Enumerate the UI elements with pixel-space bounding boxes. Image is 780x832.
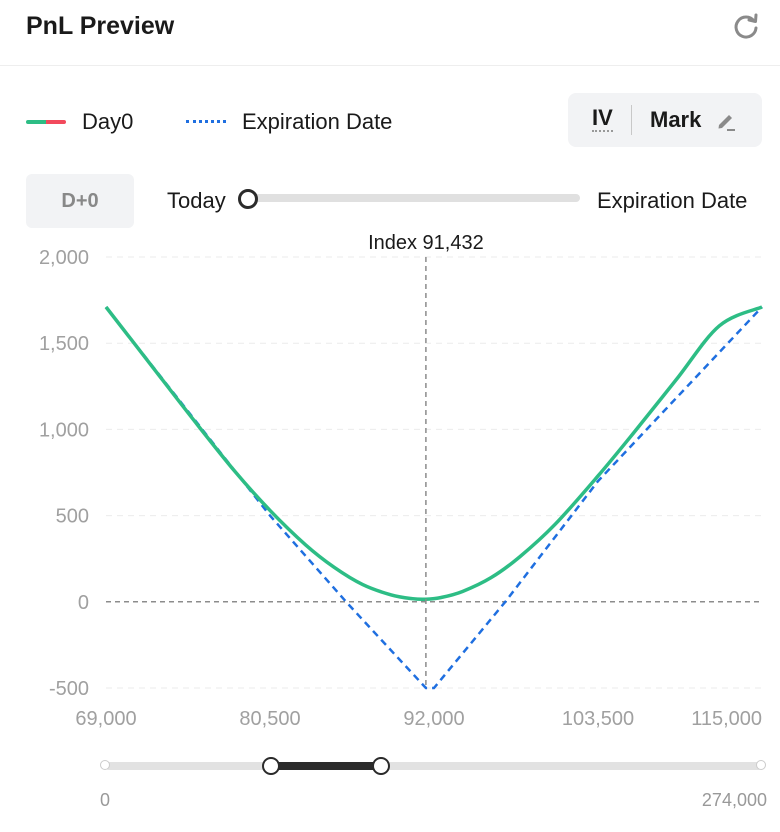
page-title: PnL Preview	[26, 12, 175, 40]
x-tick-label: 103,500	[562, 708, 634, 730]
y-tick-label: 2,000	[39, 247, 89, 269]
price-range-track[interactable]	[105, 762, 762, 770]
y-tick-label: 500	[56, 506, 89, 528]
iv-toggle[interactable]: IV	[592, 105, 613, 132]
legend-label-expiration: Expiration Date	[242, 109, 393, 134]
day-offset-button[interactable]: D+0	[26, 174, 134, 228]
day0-swatch	[26, 120, 66, 124]
series-day0-line	[104, 305, 763, 602]
y-tick-label: -500	[49, 678, 89, 700]
range-high-handle[interactable]	[372, 757, 390, 775]
header: PnL Preview	[0, 0, 780, 66]
range-max-label: 274,000	[701, 790, 767, 810]
time-slider-handle[interactable]	[238, 189, 258, 209]
pnl-chart: 2,000 1,500 1,000 500 0 -500 69,000 80,500 92,0…	[39, 232, 763, 730]
legend-item-expiration[interactable]: Expiration Date	[186, 106, 392, 138]
time-slider-end-label: Expiration Date	[597, 188, 748, 213]
mark-toggle[interactable]: Mark	[650, 107, 702, 132]
expiration-swatch	[186, 120, 226, 123]
range-start-dot	[100, 760, 110, 770]
price-mode-toggle: IV Mark	[568, 93, 762, 147]
index-label: Index 91,432	[368, 232, 484, 254]
x-tick-label: 80,500	[239, 708, 300, 730]
price-range-selection	[271, 762, 381, 770]
y-tick-label: 1,000	[39, 419, 89, 441]
x-tick-label: 92,000	[403, 708, 464, 730]
y-tick-label: 1,500	[39, 333, 89, 355]
legend-item-day0[interactable]: Day0	[26, 106, 133, 138]
x-tick-label: 69,000	[75, 708, 136, 730]
toggle-divider	[631, 105, 632, 135]
x-tick-label: 115,000	[691, 708, 762, 730]
refresh-icon[interactable]	[731, 12, 761, 42]
time-slider-start-label: Today	[167, 188, 226, 213]
pencil-icon[interactable]	[715, 110, 737, 132]
time-slider-track[interactable]	[240, 194, 580, 202]
range-low-handle[interactable]	[262, 757, 280, 775]
range-min-label: 0	[100, 790, 111, 810]
legend-label-day0: Day0	[82, 109, 134, 134]
range-end-dot	[756, 760, 766, 770]
y-tick-label: 0	[78, 592, 89, 614]
series-expiration-line	[105, 306, 763, 690]
